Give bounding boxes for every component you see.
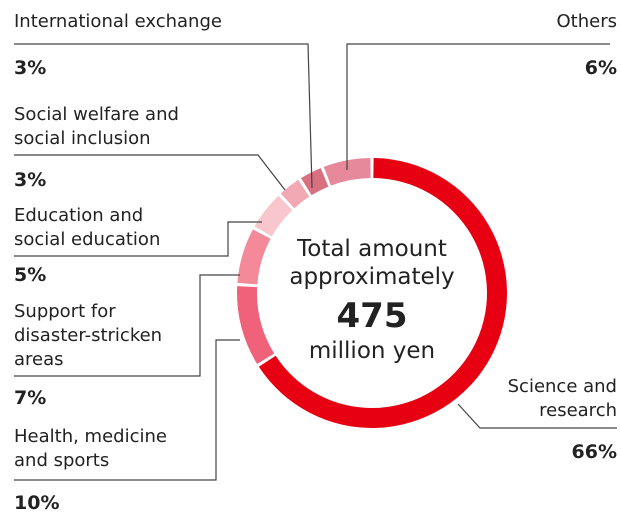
- value-label: 3%: [14, 169, 47, 191]
- center-text: Total amount: [297, 236, 447, 262]
- center-text: million yen: [308, 338, 436, 364]
- leader-line: [14, 221, 262, 257]
- donut-segment: [237, 286, 275, 364]
- donut-segment: [301, 168, 329, 196]
- donut-segment: [280, 179, 310, 209]
- category-label: Education and social education: [14, 205, 161, 250]
- leader-line: [14, 43, 313, 189]
- leader-line: [14, 339, 240, 481]
- leader-line: [14, 154, 286, 191]
- value-label: 6%: [584, 57, 617, 79]
- category-label: Science and research: [507, 376, 617, 421]
- donut-segment: [254, 195, 293, 237]
- category-label: Health, medicine and sports: [14, 426, 167, 471]
- value-label: 10%: [14, 492, 60, 513]
- value-label: 7%: [14, 387, 47, 409]
- donut-segment: [323, 158, 371, 186]
- value-label: 5%: [14, 264, 47, 286]
- center-text: approximately: [289, 264, 455, 290]
- leader-line: [14, 274, 240, 377]
- value-label: 3%: [14, 57, 47, 79]
- donut-segment: [237, 229, 271, 285]
- leader-line: [346, 43, 610, 170]
- category-label: International exchange: [14, 11, 222, 32]
- category-label: Support for disaster-stricken areas: [14, 301, 163, 370]
- value-label: 66%: [571, 441, 617, 463]
- category-label: Social welfare and social inclusion: [14, 104, 179, 149]
- leader-line: [457, 403, 617, 429]
- center-total: 475: [336, 296, 408, 336]
- category-label: Others: [556, 11, 618, 32]
